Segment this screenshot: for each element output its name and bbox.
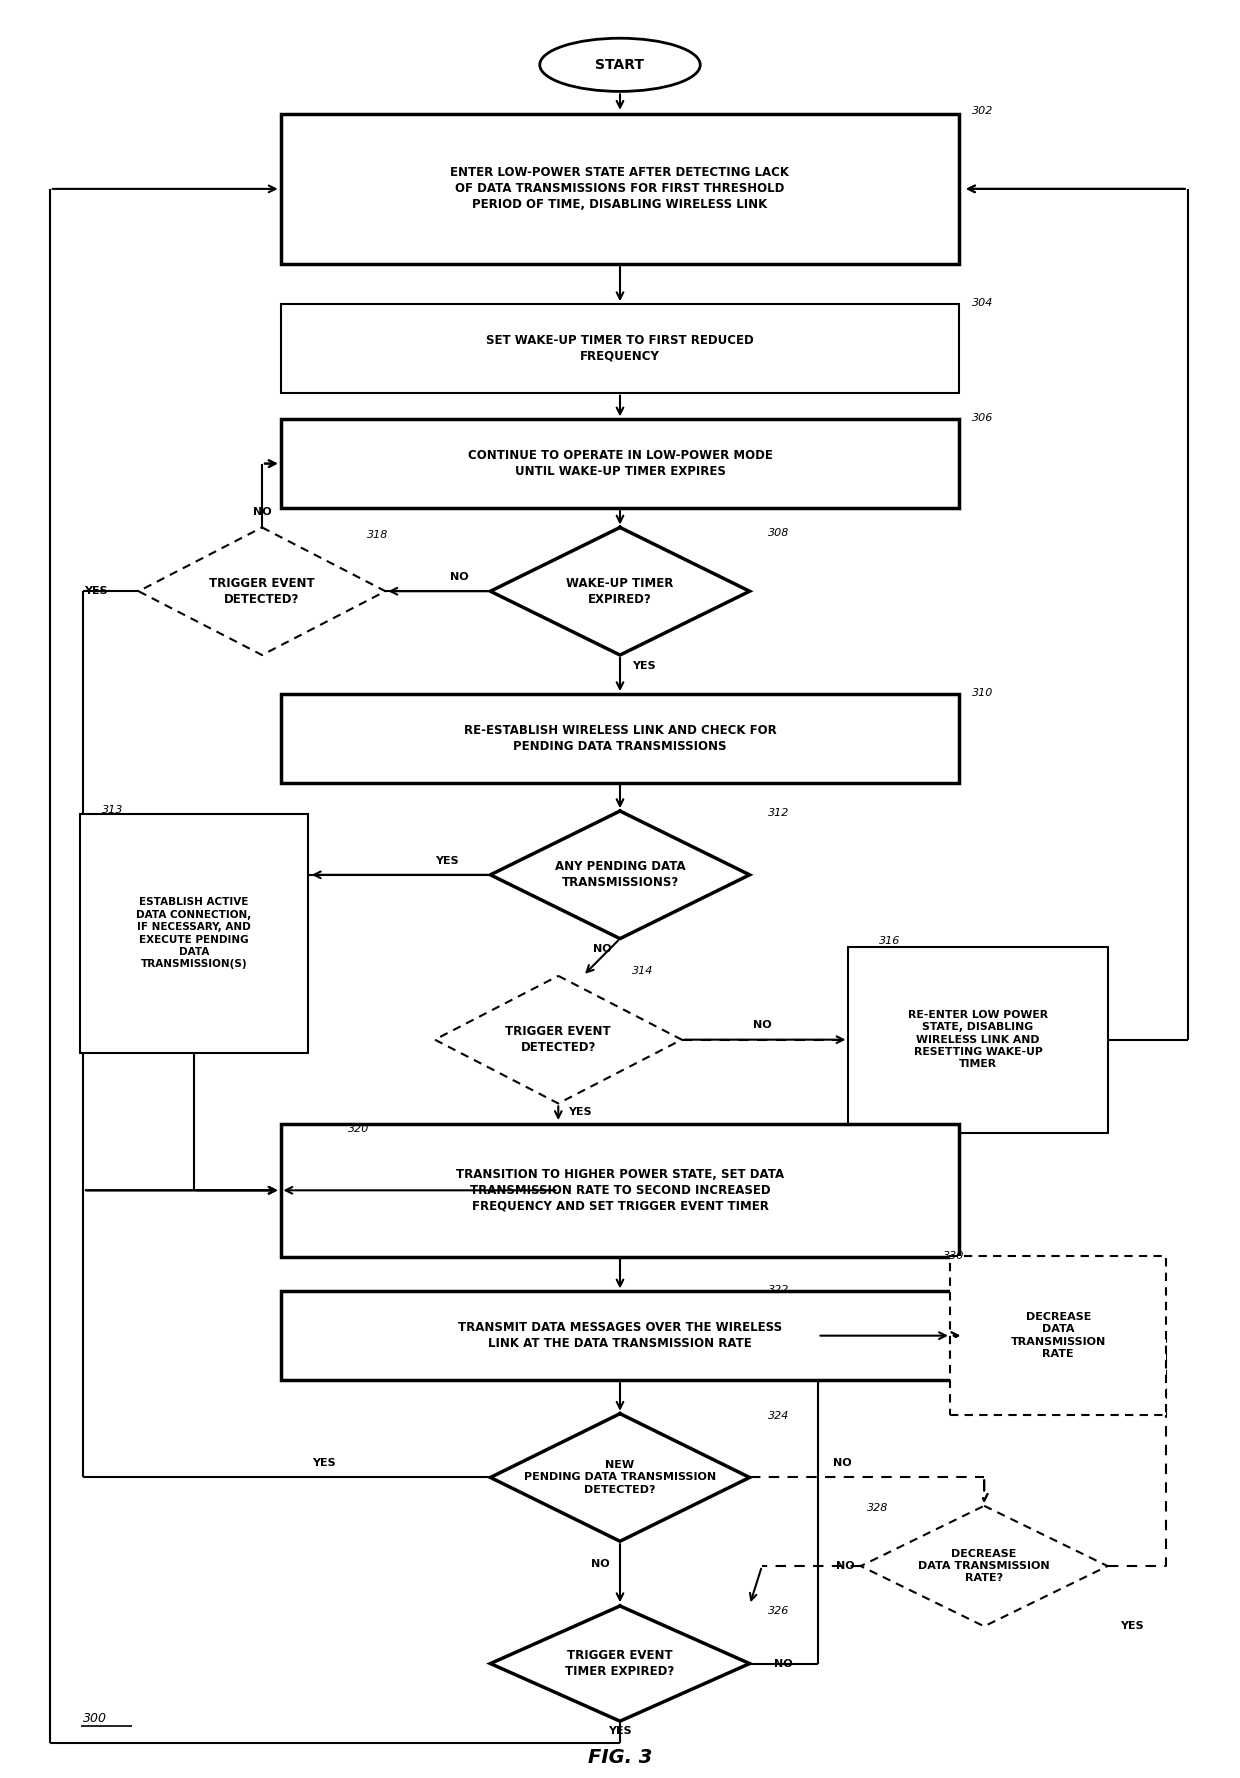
FancyBboxPatch shape <box>280 304 960 393</box>
Polygon shape <box>139 528 386 654</box>
Text: 316: 316 <box>879 935 900 946</box>
Text: YES: YES <box>568 1108 591 1117</box>
Text: 300: 300 <box>83 1712 107 1725</box>
Text: ENTER LOW-POWER STATE AFTER DETECTING LACK
OF DATA TRANSMISSIONS FOR FIRST THRES: ENTER LOW-POWER STATE AFTER DETECTING LA… <box>450 167 790 212</box>
Text: START: START <box>595 59 645 71</box>
Text: 304: 304 <box>972 297 993 308</box>
Ellipse shape <box>539 37 701 91</box>
Text: 322: 322 <box>768 1285 790 1294</box>
Text: 314: 314 <box>632 965 653 976</box>
Text: 326: 326 <box>768 1606 790 1616</box>
Text: YES: YES <box>312 1458 336 1469</box>
Text: NO: NO <box>253 507 272 517</box>
Text: 313: 313 <box>102 805 123 814</box>
Text: DECREASE
DATA
TRANSMISSION
RATE: DECREASE DATA TRANSMISSION RATE <box>1011 1312 1106 1358</box>
Text: 310: 310 <box>972 688 993 697</box>
Text: RE-ENTER LOW POWER
STATE, DISABLING
WIRELESS LINK AND
RESETTING WAKE-UP
TIMER: RE-ENTER LOW POWER STATE, DISABLING WIRE… <box>908 1010 1048 1069</box>
Text: 328: 328 <box>867 1502 888 1513</box>
Text: NO: NO <box>753 1021 771 1031</box>
FancyBboxPatch shape <box>280 1291 960 1380</box>
Text: 318: 318 <box>367 530 388 541</box>
FancyBboxPatch shape <box>280 693 960 782</box>
Text: TRIGGER EVENT
DETECTED?: TRIGGER EVENT DETECTED? <box>210 576 315 606</box>
Text: 324: 324 <box>768 1410 790 1421</box>
Text: NO: NO <box>774 1659 792 1668</box>
Text: NO: NO <box>450 573 469 581</box>
FancyBboxPatch shape <box>950 1255 1167 1415</box>
FancyBboxPatch shape <box>848 946 1107 1133</box>
Text: TRANSMIT DATA MESSAGES OVER THE WIRELESS
LINK AT THE DATA TRANSMISSION RATE: TRANSMIT DATA MESSAGES OVER THE WIRELESS… <box>458 1321 782 1350</box>
Text: 312: 312 <box>768 809 790 818</box>
Text: YES: YES <box>435 855 459 866</box>
Polygon shape <box>490 528 750 654</box>
FancyBboxPatch shape <box>79 814 309 1053</box>
Polygon shape <box>490 1606 750 1721</box>
Text: 302: 302 <box>972 107 993 116</box>
Text: SET WAKE-UP TIMER TO FIRST REDUCED
FREQUENCY: SET WAKE-UP TIMER TO FIRST REDUCED FREQU… <box>486 334 754 363</box>
Text: 320: 320 <box>348 1124 370 1134</box>
Text: 306: 306 <box>972 412 993 423</box>
Polygon shape <box>861 1506 1107 1627</box>
Text: YES: YES <box>84 587 108 596</box>
Text: CONTINUE TO OPERATE IN LOW-POWER MODE
UNTIL WAKE-UP TIMER EXPIRES: CONTINUE TO OPERATE IN LOW-POWER MODE UN… <box>467 450 773 478</box>
Polygon shape <box>490 811 750 939</box>
Polygon shape <box>490 1414 750 1542</box>
Text: RE-ESTABLISH WIRELESS LINK AND CHECK FOR
PENDING DATA TRANSMISSIONS: RE-ESTABLISH WIRELESS LINK AND CHECK FOR… <box>464 724 776 752</box>
Text: 308: 308 <box>768 528 790 539</box>
Polygon shape <box>435 976 682 1104</box>
Text: NO: NO <box>593 944 611 955</box>
Text: ESTABLISH ACTIVE
DATA CONNECTION,
IF NECESSARY, AND
EXECUTE PENDING
DATA
TRANSMI: ESTABLISH ACTIVE DATA CONNECTION, IF NEC… <box>136 898 252 969</box>
Text: ANY PENDING DATA
TRANSMISSIONS?: ANY PENDING DATA TRANSMISSIONS? <box>554 861 686 889</box>
Text: WAKE-UP TIMER
EXPIRED?: WAKE-UP TIMER EXPIRED? <box>567 576 673 606</box>
Text: YES: YES <box>1120 1622 1143 1632</box>
Text: 330: 330 <box>944 1252 965 1261</box>
Text: YES: YES <box>632 661 656 670</box>
FancyBboxPatch shape <box>280 1124 960 1257</box>
FancyBboxPatch shape <box>280 114 960 265</box>
Text: NEW
PENDING DATA TRANSMISSION
DETECTED?: NEW PENDING DATA TRANSMISSION DETECTED? <box>525 1460 715 1495</box>
FancyBboxPatch shape <box>280 420 960 509</box>
Text: TRANSITION TO HIGHER POWER STATE, SET DATA
TRANSMISSION RATE TO SECOND INCREASED: TRANSITION TO HIGHER POWER STATE, SET DA… <box>456 1168 784 1213</box>
Text: NO: NO <box>836 1561 854 1572</box>
Text: YES: YES <box>608 1726 632 1735</box>
Text: NO: NO <box>591 1559 610 1570</box>
Text: FIG. 3: FIG. 3 <box>588 1748 652 1767</box>
Text: TRIGGER EVENT
TIMER EXPIRED?: TRIGGER EVENT TIMER EXPIRED? <box>565 1648 675 1678</box>
Text: DECREASE
DATA TRANSMISSION
RATE?: DECREASE DATA TRANSMISSION RATE? <box>919 1549 1050 1584</box>
Text: NO: NO <box>833 1458 852 1469</box>
Text: TRIGGER EVENT
DETECTED?: TRIGGER EVENT DETECTED? <box>506 1026 611 1054</box>
